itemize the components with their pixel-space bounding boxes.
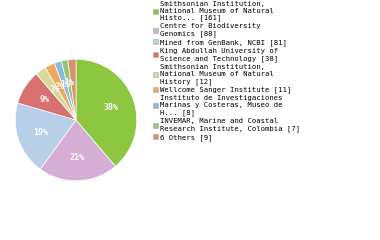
Wedge shape bbox=[17, 74, 76, 120]
Wedge shape bbox=[15, 103, 76, 169]
Wedge shape bbox=[76, 59, 137, 166]
Wedge shape bbox=[40, 120, 116, 181]
Text: 19%: 19% bbox=[33, 128, 48, 137]
Text: 21%: 21% bbox=[70, 153, 85, 162]
Text: 1%: 1% bbox=[60, 79, 70, 89]
Wedge shape bbox=[62, 60, 76, 120]
Text: 9%: 9% bbox=[39, 95, 49, 104]
Wedge shape bbox=[68, 59, 76, 120]
Text: 2%: 2% bbox=[55, 82, 65, 90]
Legend: Smithsonian Institution,
National Museum of Natural
Histo... [161], Centre for B: Smithsonian Institution, National Museum… bbox=[152, 0, 301, 142]
Text: 38%: 38% bbox=[104, 102, 119, 112]
Text: 1%: 1% bbox=[64, 78, 74, 87]
Wedge shape bbox=[54, 61, 76, 120]
Wedge shape bbox=[36, 67, 76, 120]
Text: 2%: 2% bbox=[49, 85, 59, 94]
Wedge shape bbox=[45, 63, 76, 120]
